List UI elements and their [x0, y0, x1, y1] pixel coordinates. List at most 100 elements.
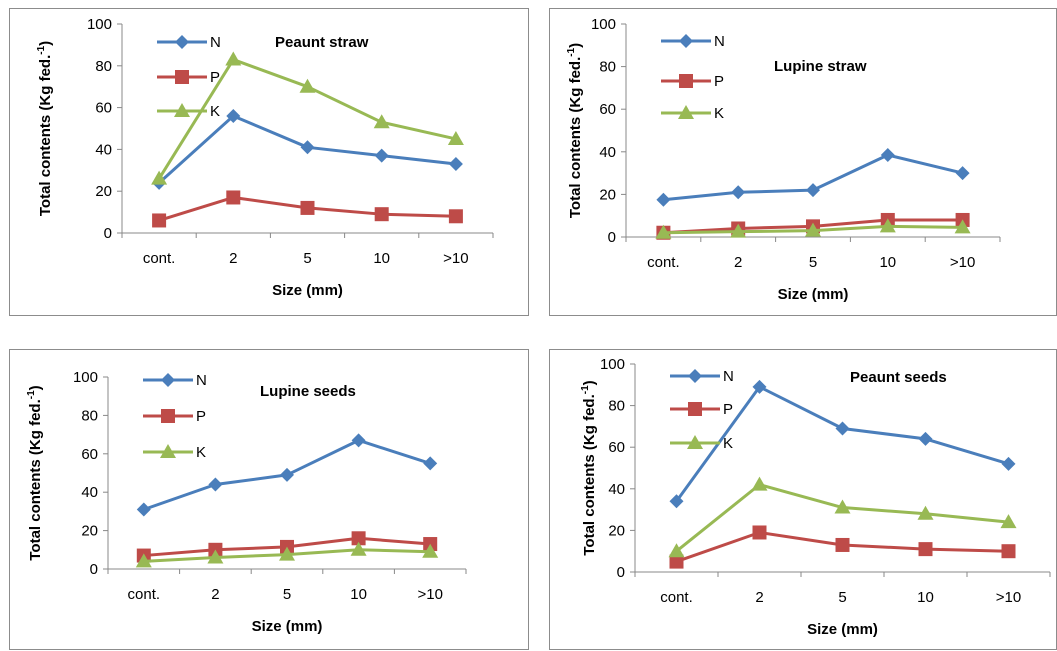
x-axis-title: Size (mm) — [252, 618, 323, 635]
data-point-P — [835, 537, 850, 552]
data-point-N — [1001, 456, 1016, 471]
data-point-N — [448, 157, 463, 172]
x-tick-label: 2 — [211, 586, 219, 603]
data-point-N — [374, 148, 389, 163]
chart-panel-lupine-straw: 0 20 40 60 80 100 cont. 2 5 10 >10 Size (mm) Total c… — [549, 8, 1057, 316]
data-point-N — [226, 108, 241, 123]
x-tick-label: 5 — [838, 589, 846, 606]
legend-marker-P — [688, 402, 702, 416]
legend-marker-P — [679, 74, 693, 88]
x-tick-label: cont. — [143, 250, 176, 267]
legend-label-N: N — [714, 33, 725, 50]
data-point-P — [752, 525, 767, 540]
y-tick-label: 100 — [591, 16, 616, 33]
y-tick-label: 0 — [90, 561, 98, 578]
y-tick-label: 0 — [617, 564, 625, 581]
legend-marker-N — [688, 369, 702, 383]
y-tick-label: 20 — [599, 186, 616, 203]
legend-marker-K — [174, 103, 190, 117]
chart-svg-lupine-seeds: 0 20 40 60 80 100 cont. 2 5 10 >10 Size (mm) Total c… — [26, 369, 467, 635]
y-tick-label: 80 — [95, 58, 112, 75]
data-point-N — [208, 477, 223, 492]
data-point-N — [423, 456, 438, 471]
data-point-N — [280, 467, 294, 482]
legend-label-P: P — [723, 401, 733, 418]
x-tick-label: >10 — [996, 589, 1021, 606]
data-point-P — [374, 207, 389, 222]
legend-marker-K — [687, 435, 703, 449]
legend-marker-N — [161, 373, 175, 387]
data-point-K — [655, 224, 672, 239]
legend-label-K: K — [714, 105, 724, 122]
y-tick-label: 40 — [599, 144, 616, 161]
x-tick-label: 5 — [283, 586, 291, 603]
data-point-P — [918, 542, 933, 557]
legend-marker-N — [175, 35, 189, 49]
data-point-K — [751, 476, 768, 491]
data-point-P — [669, 554, 684, 569]
chart-panel-peanut-seeds: 0 20 40 60 80 100 cont. 2 5 10 >10 Size (mm) Total c… — [549, 349, 1057, 650]
data-point-N — [669, 494, 684, 509]
y-tick-label: 100 — [600, 356, 625, 373]
data-point-P — [351, 531, 366, 546]
y-tick-label: 20 — [95, 183, 112, 200]
y-axis-title: Total contents (Kg fed.-1) — [580, 380, 598, 555]
y-axis-title: Total contents (Kg fed.-1) — [566, 43, 584, 218]
y-tick-label: 20 — [608, 522, 625, 539]
y-tick-label: 60 — [608, 439, 625, 456]
x-tick-label: >10 — [443, 250, 468, 267]
data-point-P — [448, 209, 463, 224]
y-tick-label: 60 — [81, 446, 98, 463]
chart-panel-lupine-seeds: 0 20 40 60 80 100 cont. 2 5 10 >10 Size (mm) Total c… — [9, 349, 529, 650]
legend-label-P: P — [210, 69, 220, 86]
x-tick-label: 10 — [350, 586, 367, 603]
x-tick-label: 2 — [734, 254, 742, 271]
data-point-N — [136, 502, 151, 517]
legend-label-K: K — [210, 103, 220, 120]
data-point-N — [752, 379, 767, 394]
data-point-K — [1000, 514, 1017, 529]
x-tick-label: 10 — [879, 254, 896, 271]
x-tick-label: 5 — [303, 250, 311, 267]
legend-label-K: K — [723, 435, 733, 452]
chart-svg-peanut-straw: 0 20 40 60 80 100 cont. 2 5 10 >10 Size (mm) Total c… — [36, 16, 494, 299]
data-point-K — [879, 218, 896, 233]
data-point-K — [299, 78, 316, 93]
data-point-N — [351, 433, 366, 448]
legend-marker-P — [161, 409, 175, 423]
x-tick-label: 2 — [229, 250, 237, 267]
chart-title: Peaunt straw — [275, 34, 369, 51]
data-point-N — [880, 147, 895, 162]
data-point-K — [207, 549, 224, 564]
y-tick-label: 100 — [87, 16, 112, 33]
y-axis-title: Total contents (Kg fed.-1) — [26, 385, 44, 560]
data-point-N — [731, 185, 746, 200]
data-point-N — [656, 192, 671, 207]
chart-svg-lupine-straw: 0 20 40 60 80 100 cont. 2 5 10 >10 Size (mm) Total c… — [566, 16, 1001, 303]
data-point-K — [917, 505, 934, 520]
data-point-P — [152, 213, 167, 228]
y-tick-label: 40 — [608, 481, 625, 498]
data-point-N — [835, 421, 850, 436]
data-point-K — [350, 541, 367, 556]
data-point-K — [834, 499, 851, 514]
x-tick-label: 5 — [809, 254, 817, 271]
data-point-K — [422, 543, 439, 558]
data-point-K — [447, 130, 464, 145]
data-point-K — [135, 553, 152, 568]
y-tick-label: 40 — [95, 141, 112, 158]
x-tick-label: 2 — [755, 589, 763, 606]
data-point-K — [954, 219, 971, 234]
legend-label-P: P — [196, 408, 206, 425]
data-point-K — [668, 543, 685, 558]
chart-title: Lupine straw — [774, 58, 867, 75]
y-tick-label: 0 — [104, 225, 112, 242]
data-point-K — [373, 114, 390, 129]
legend-label-P: P — [714, 73, 724, 90]
x-tick-label: 10 — [917, 589, 934, 606]
x-axis-title: Size (mm) — [778, 286, 849, 303]
y-tick-label: 40 — [81, 484, 98, 501]
data-point-K — [805, 222, 821, 237]
data-point-N — [918, 431, 933, 446]
x-tick-label: >10 — [417, 586, 442, 603]
